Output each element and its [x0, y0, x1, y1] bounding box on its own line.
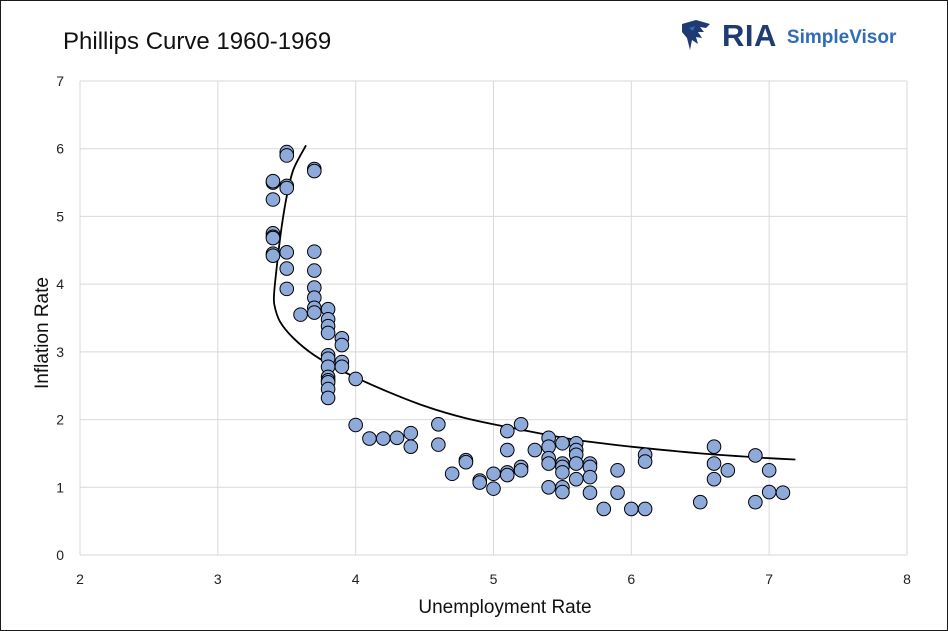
y-tick-label: 4	[56, 276, 64, 292]
data-point	[555, 465, 570, 480]
data-point	[472, 475, 488, 490]
y-tick-label: 5	[56, 208, 64, 224]
data-point	[334, 337, 350, 353]
data-point	[458, 454, 474, 470]
data-point	[334, 359, 350, 375]
data-point	[499, 467, 515, 483]
data-point	[375, 431, 391, 446]
data-point	[431, 417, 446, 432]
x-tick-label: 6	[627, 571, 635, 587]
data-point	[320, 325, 336, 341]
data-point	[513, 463, 529, 478]
data-point	[568, 471, 584, 487]
data-point	[706, 456, 722, 471]
x-axis-label: Unemployment Rate	[418, 597, 591, 618]
data-point	[279, 180, 295, 196]
x-tick-labels: 2 3 4 5 6 7 8	[76, 571, 911, 587]
data-point	[265, 230, 281, 246]
x-tick-label: 4	[352, 571, 360, 587]
x-tick-label: 8	[903, 571, 911, 587]
data-point	[307, 244, 322, 259]
data-point	[265, 192, 281, 207]
data-point	[362, 431, 377, 446]
x-tick-label: 7	[765, 571, 773, 587]
data-point	[499, 423, 515, 439]
data-point	[610, 463, 625, 478]
data-point	[307, 163, 322, 179]
data-point	[320, 390, 336, 406]
data-point	[761, 463, 777, 478]
data-point	[307, 263, 322, 278]
y-tick-label: 6	[56, 141, 64, 157]
data-point	[610, 485, 625, 501]
data-point	[279, 281, 295, 297]
data-point	[431, 437, 446, 452]
data-point	[265, 173, 281, 189]
y-tick-labels: 0 1 2 3 4 5 6 7	[56, 73, 64, 563]
data-point	[761, 484, 777, 500]
ria-simplevisor-logo: RIA SimpleVisor	[680, 18, 896, 54]
logo-simplevisor-text: SimpleVisor	[786, 27, 897, 48]
data-point	[637, 454, 653, 469]
data-point	[403, 425, 419, 441]
data-point	[706, 471, 722, 487]
data-point	[265, 248, 281, 264]
data-point	[293, 307, 308, 322]
data-point	[720, 463, 736, 478]
data-point	[624, 501, 639, 517]
data-point	[748, 448, 763, 463]
data-point	[348, 371, 363, 387]
data-point	[527, 442, 543, 458]
x-tick-label: 3	[214, 571, 222, 587]
data-point	[748, 494, 763, 510]
data-point	[541, 456, 556, 471]
eagle-logo-icon	[682, 20, 710, 50]
data-point	[279, 245, 295, 260]
data-point	[486, 481, 501, 496]
y-tick-label: 2	[56, 412, 64, 428]
data-point	[348, 417, 363, 433]
logo-ria-text: RIA	[722, 18, 777, 53]
y-tick-label: 0	[56, 547, 64, 563]
data-point	[279, 148, 295, 163]
data-point	[706, 439, 722, 454]
data-point	[555, 435, 570, 451]
x-tick-label: 5	[490, 571, 498, 587]
data-point	[541, 479, 556, 495]
data-point	[582, 485, 598, 501]
y-axis-label: Inflation Rate	[32, 277, 53, 389]
data-point	[307, 305, 322, 320]
data-point	[486, 466, 501, 482]
data-point	[403, 439, 419, 454]
trendline-curve	[272, 144, 796, 461]
data-points	[265, 144, 791, 517]
data-point	[444, 466, 460, 482]
trendline-layer	[272, 144, 796, 461]
data-point	[582, 469, 598, 485]
data-point	[637, 501, 653, 517]
data-point	[568, 456, 584, 471]
data-point	[513, 417, 529, 432]
y-tick-label: 1	[56, 479, 64, 495]
data-point	[499, 442, 515, 458]
data-point	[555, 484, 570, 500]
data-point	[596, 501, 612, 517]
chart-title: Phillips Curve 1960-1969	[63, 28, 332, 55]
data-point	[279, 261, 295, 276]
y-tick-label: 3	[56, 344, 64, 360]
x-tick-label: 2	[76, 571, 84, 587]
y-tick-label: 7	[56, 73, 64, 89]
data-point	[692, 494, 708, 510]
data-point	[389, 430, 405, 446]
data-point	[775, 485, 791, 501]
